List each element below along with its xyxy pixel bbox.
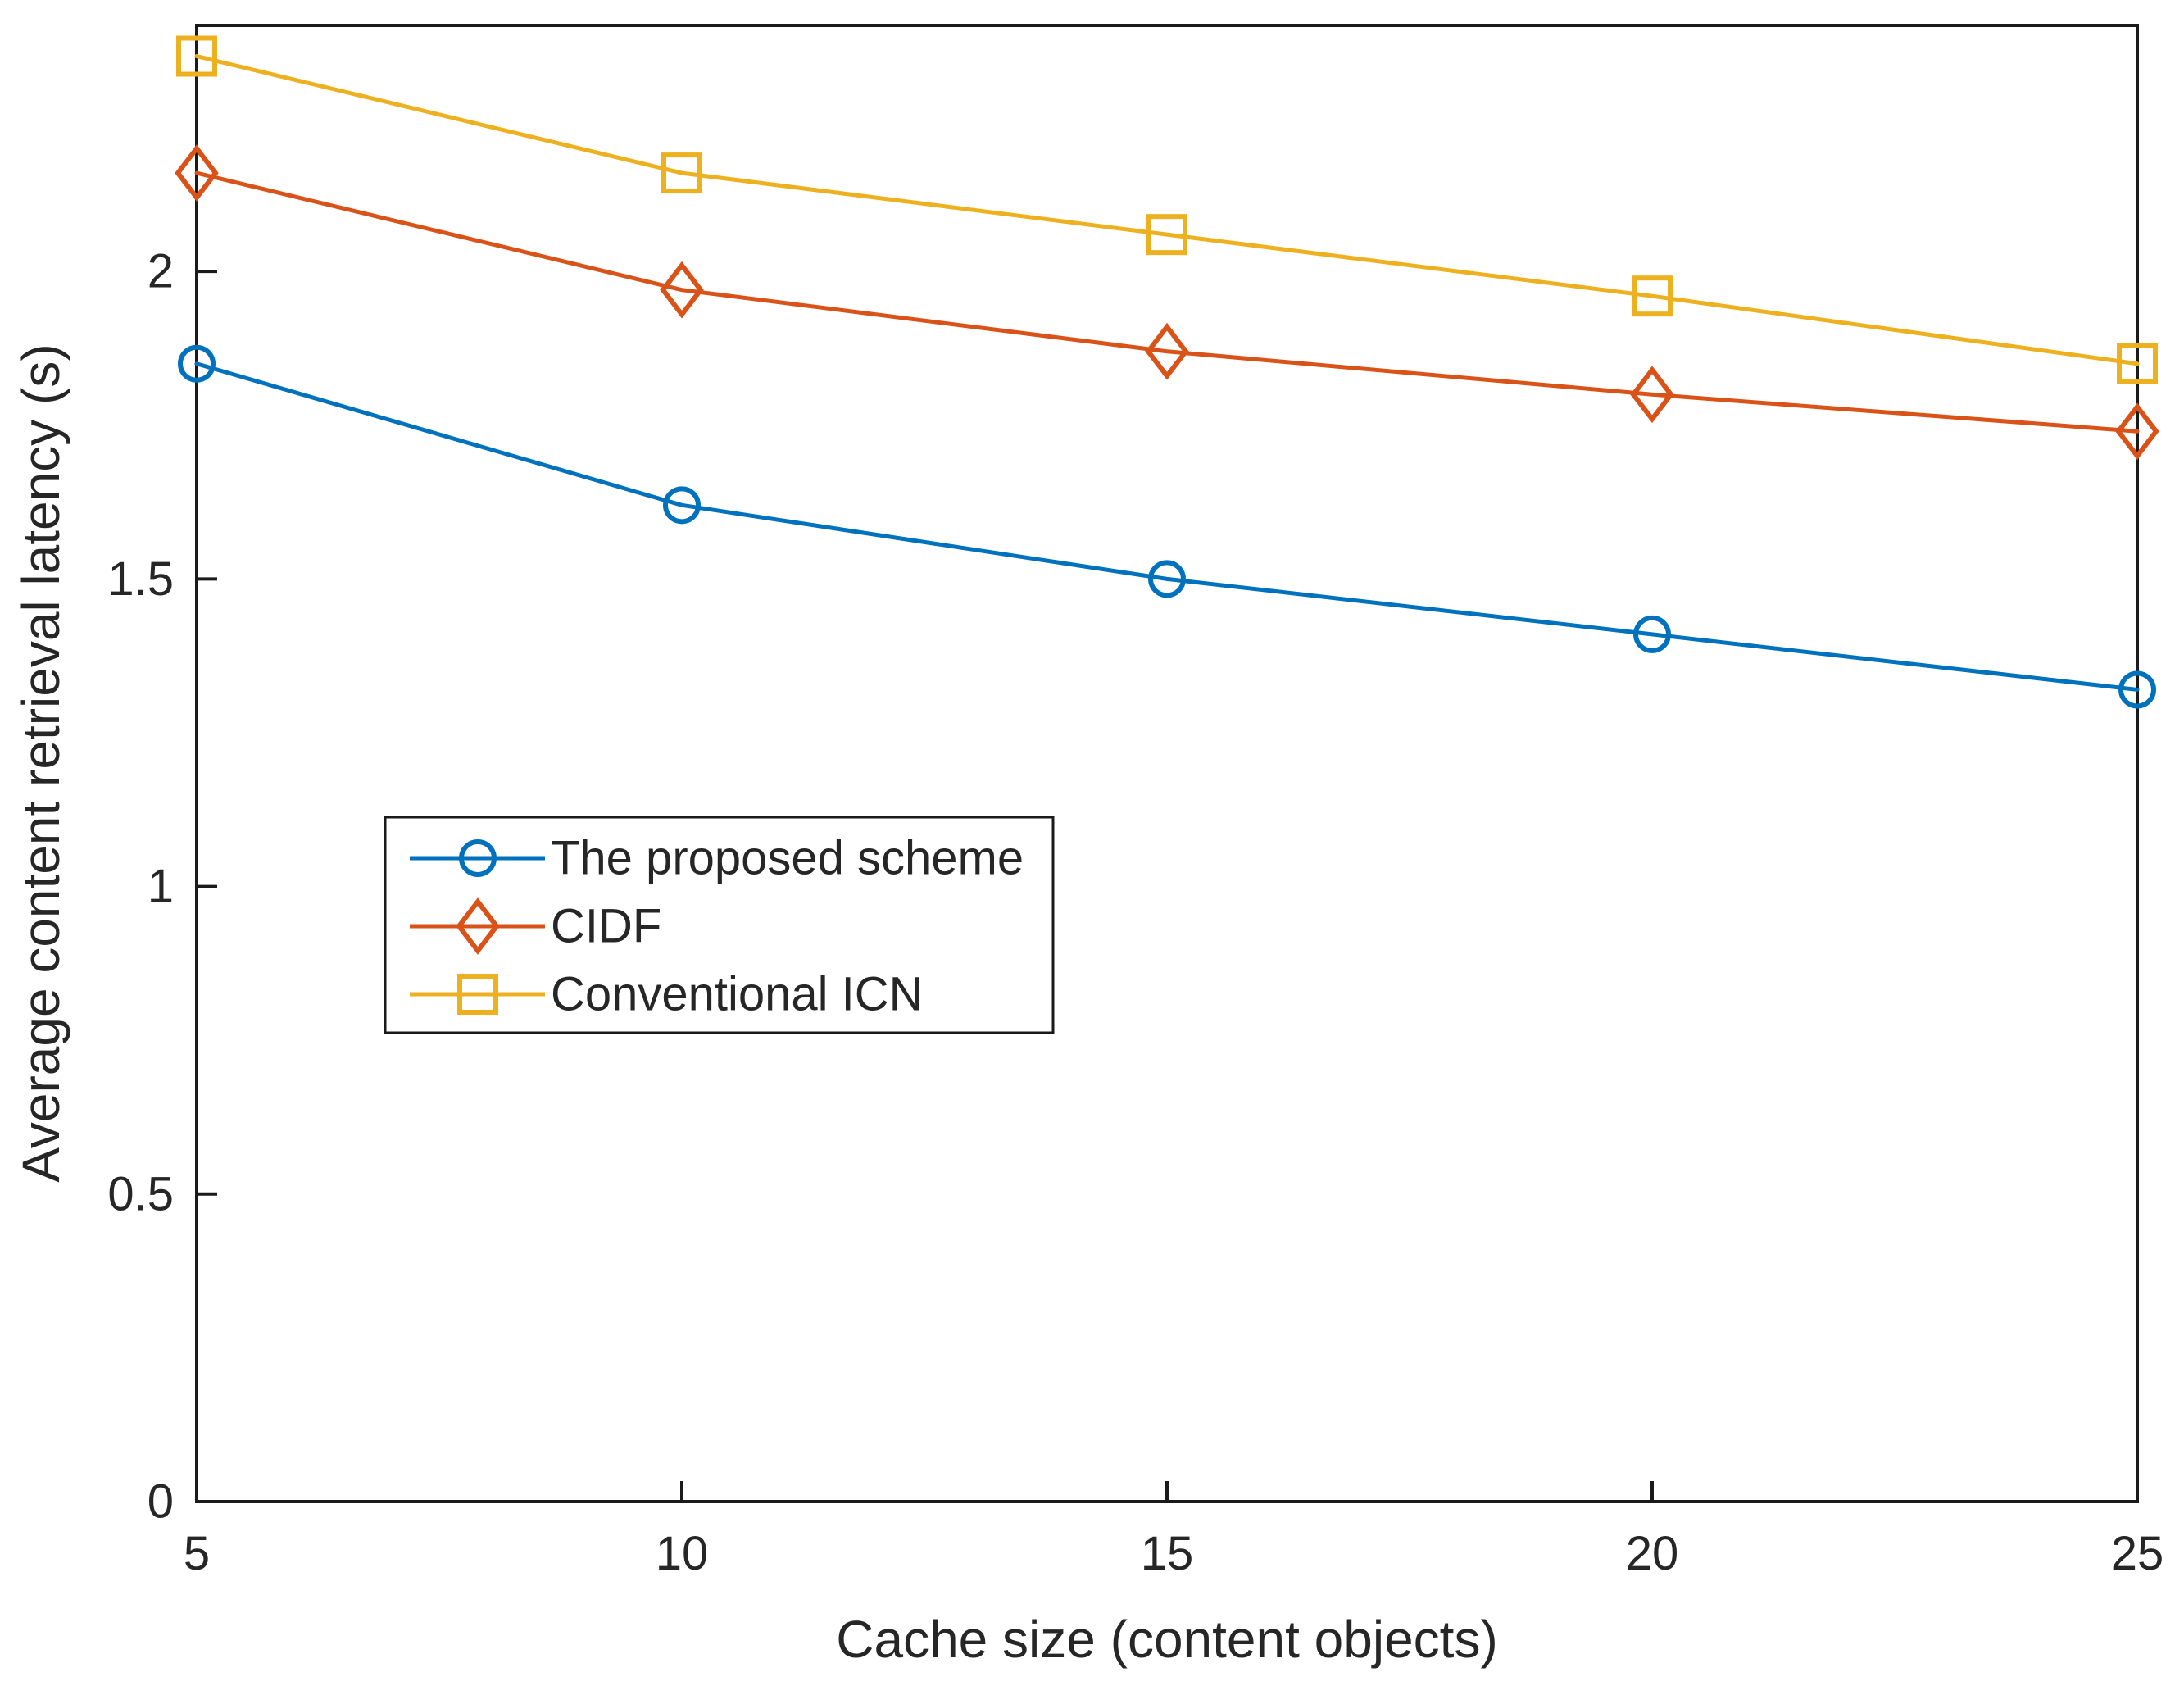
x-tick-label: 20 [1626,1527,1679,1580]
marker-circle [2118,670,2156,709]
marker-diamond [2115,402,2159,461]
marker-square [1632,275,1673,317]
x-tick-label: 15 [1141,1527,1194,1580]
y-tick-label: 0.5 [107,1167,174,1220]
y-tick-label: 0 [148,1475,174,1529]
marker-circle [663,486,701,525]
legend-group: The proposed scheme CIDF Conventional ICN [384,816,1055,1034]
marker-diamond [660,261,704,319]
marker-square [2117,343,2158,384]
marker-square [661,152,702,194]
marker-circle [1633,615,1671,653]
marker-square [457,974,498,1015]
marker-diamond [1630,366,1674,424]
marker-square [1146,214,1187,256]
x-tick-label: 5 [184,1527,210,1580]
marker-circle [459,839,497,877]
marker-circle [178,344,216,383]
axes-group: 5 10 15 20 25 0 0.5 1 1.5 2 [107,24,2164,1580]
marker-diamond [456,897,500,955]
marker-circle [1148,560,1186,598]
legend-label: The proposed scheme [551,832,1024,885]
y-tick-label: 1 [148,860,174,913]
x-tick-label: 10 [656,1527,709,1580]
x-axis-label: Cache size (content objects) [836,1610,1498,1669]
legend-label: CIDF [551,900,661,953]
y-axis-label: Average content retrieval latency (s) [11,343,70,1182]
series-line-diamond [194,170,2140,434]
series-group [175,35,2159,709]
marker-diamond [1145,322,1189,380]
y-tick-label: 2 [148,245,174,298]
y-tick-label: 1.5 [107,552,174,606]
marker-diamond [175,144,219,202]
x-tick-label: 25 [2111,1527,2164,1580]
series-line-circle [194,361,2140,692]
legend-label: Conventional ICN [551,968,924,1021]
marker-square [176,35,217,77]
series-line-square [194,54,2140,366]
plot-box [195,24,2139,1503]
